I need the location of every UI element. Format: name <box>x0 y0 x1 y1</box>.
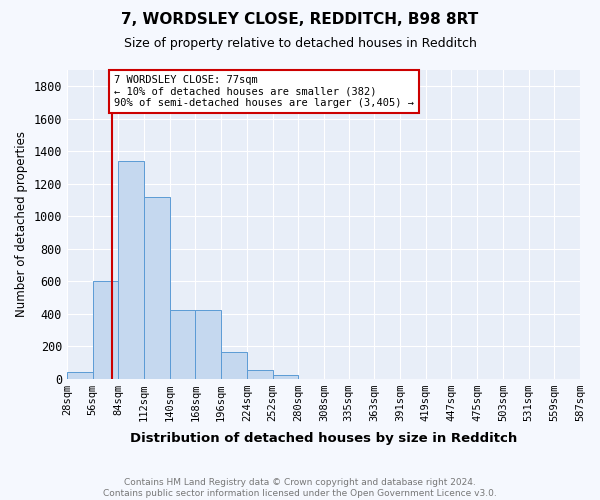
Y-axis label: Number of detached properties: Number of detached properties <box>15 132 28 318</box>
X-axis label: Distribution of detached houses by size in Redditch: Distribution of detached houses by size … <box>130 432 517 445</box>
Bar <box>144 196 170 378</box>
Bar <box>247 370 272 378</box>
Bar <box>92 281 118 378</box>
Text: 7 WORDSLEY CLOSE: 77sqm
← 10% of detached houses are smaller (382)
90% of semi-d: 7 WORDSLEY CLOSE: 77sqm ← 10% of detache… <box>114 75 414 108</box>
Bar <box>67 372 92 378</box>
Text: Contains HM Land Registry data © Crown copyright and database right 2024.
Contai: Contains HM Land Registry data © Crown c… <box>103 478 497 498</box>
Bar <box>272 376 298 378</box>
Bar <box>196 310 221 378</box>
Bar <box>118 161 144 378</box>
Text: 7, WORDSLEY CLOSE, REDDITCH, B98 8RT: 7, WORDSLEY CLOSE, REDDITCH, B98 8RT <box>121 12 479 28</box>
Bar <box>221 352 247 378</box>
Bar <box>170 310 196 378</box>
Text: Size of property relative to detached houses in Redditch: Size of property relative to detached ho… <box>124 38 476 51</box>
